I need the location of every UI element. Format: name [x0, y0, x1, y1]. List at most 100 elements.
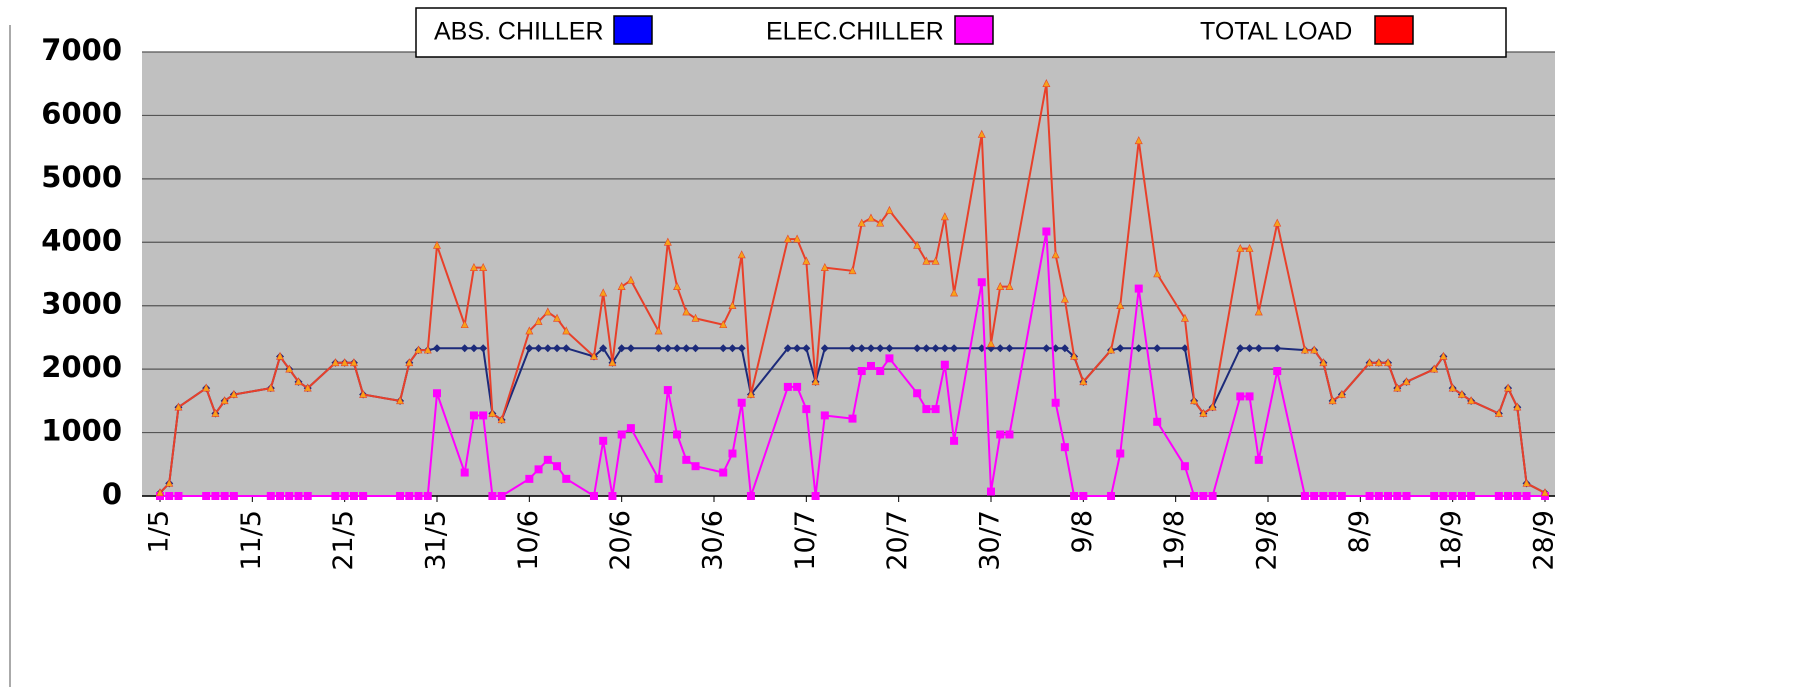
point-marker: [987, 487, 995, 496]
point-marker: [1236, 392, 1245, 401]
point-marker: [1042, 79, 1051, 88]
point-marker: [1328, 396, 1337, 405]
point-marker: [682, 307, 691, 316]
point-marker: [534, 465, 543, 474]
point-marker: [1254, 344, 1263, 353]
point-marker: [1134, 284, 1143, 293]
point-marker: [1430, 492, 1439, 500]
point-marker: [525, 344, 534, 353]
point-marker: [987, 339, 995, 348]
x-tick-label: 29/8: [1252, 510, 1283, 571]
point-marker: [285, 492, 294, 500]
point-marker: [349, 492, 358, 500]
point-marker: [728, 301, 737, 310]
point-marker: [737, 398, 746, 407]
y-tick-label: 1000: [41, 414, 122, 448]
point-marker: [719, 344, 728, 353]
point-marker: [1374, 358, 1383, 367]
point-marker: [497, 492, 506, 500]
legend: ABS. CHILLER ELEC.CHILLER TOTAL LOAD: [434, 15, 1414, 46]
plot-area: [142, 52, 1555, 496]
point-marker: [1134, 344, 1143, 353]
x-tick-label: 21/5: [328, 510, 359, 571]
point-marker: [940, 344, 949, 353]
point-marker: [1254, 307, 1263, 316]
point-marker: [793, 344, 802, 353]
point-marker: [913, 389, 922, 398]
point-marker: [229, 492, 238, 500]
point-marker: [663, 237, 672, 246]
point-marker: [866, 213, 875, 222]
point-marker: [331, 358, 340, 367]
point-marker: [303, 383, 312, 392]
point-marker: [220, 396, 229, 405]
point-marker: [165, 492, 174, 500]
point-marker: [1153, 344, 1162, 353]
point-marker: [534, 316, 543, 325]
point-marker: [433, 389, 441, 398]
point-marker: [820, 411, 829, 420]
point-marker: [802, 405, 811, 414]
point-marker: [543, 307, 552, 316]
point-marker: [1254, 455, 1263, 464]
legend-label: ABS. CHILLER: [434, 18, 604, 46]
point-marker: [211, 408, 220, 417]
point-marker: [599, 344, 608, 353]
point-marker: [1199, 492, 1208, 500]
point-marker: [340, 492, 349, 500]
point-marker: [553, 313, 562, 322]
point-marker: [1079, 492, 1088, 500]
point-marker: [174, 402, 183, 411]
point-marker: [1236, 344, 1245, 353]
point-marker: [728, 449, 737, 458]
point-marker: [673, 282, 682, 290]
point-marker: [802, 256, 811, 265]
point-marker: [525, 474, 534, 483]
x-tick-label: 11/5: [236, 510, 267, 571]
point-marker: [950, 344, 959, 353]
point-marker: [691, 344, 700, 353]
point-marker: [996, 430, 1005, 439]
x-tick-label: 10/7: [790, 510, 821, 571]
point-marker: [285, 364, 294, 373]
point-marker: [1319, 492, 1328, 500]
point-marker: [1199, 408, 1208, 417]
point-marker: [433, 344, 441, 353]
point-marker: [931, 344, 940, 353]
point-marker: [1051, 250, 1060, 259]
point-marker: [211, 492, 220, 500]
x-tick-label: 28/9: [1529, 510, 1560, 571]
point-marker: [1439, 351, 1448, 360]
legend-swatch: [613, 15, 653, 45]
point-marker: [1393, 492, 1402, 500]
x-tick-label: 20/7: [882, 510, 913, 571]
point-marker: [479, 344, 488, 353]
point-marker: [1116, 301, 1125, 310]
point-marker: [1310, 345, 1319, 354]
point-marker: [820, 344, 829, 353]
point-marker: [553, 462, 562, 471]
point-marker: [525, 326, 534, 335]
point-marker: [1337, 389, 1346, 398]
point-marker: [349, 358, 358, 367]
point-marker: [1180, 462, 1189, 471]
point-marker: [682, 455, 691, 464]
point-marker: [931, 256, 940, 265]
point-marker: [876, 218, 885, 227]
point-marker: [553, 344, 562, 353]
point-marker: [1504, 492, 1513, 500]
point-marker: [783, 234, 792, 243]
point-marker: [1337, 492, 1346, 500]
y-tick-label: 4000: [41, 223, 122, 257]
point-marker: [1310, 492, 1319, 500]
point-marker: [857, 367, 866, 376]
point-marker: [802, 344, 811, 353]
point-marker: [1070, 351, 1079, 360]
series-lines: [156, 79, 1549, 500]
point-marker: [857, 218, 866, 227]
point-marker: [1208, 492, 1217, 500]
point-marker: [663, 386, 672, 395]
point-marker: [156, 488, 164, 497]
point-marker: [783, 344, 792, 353]
